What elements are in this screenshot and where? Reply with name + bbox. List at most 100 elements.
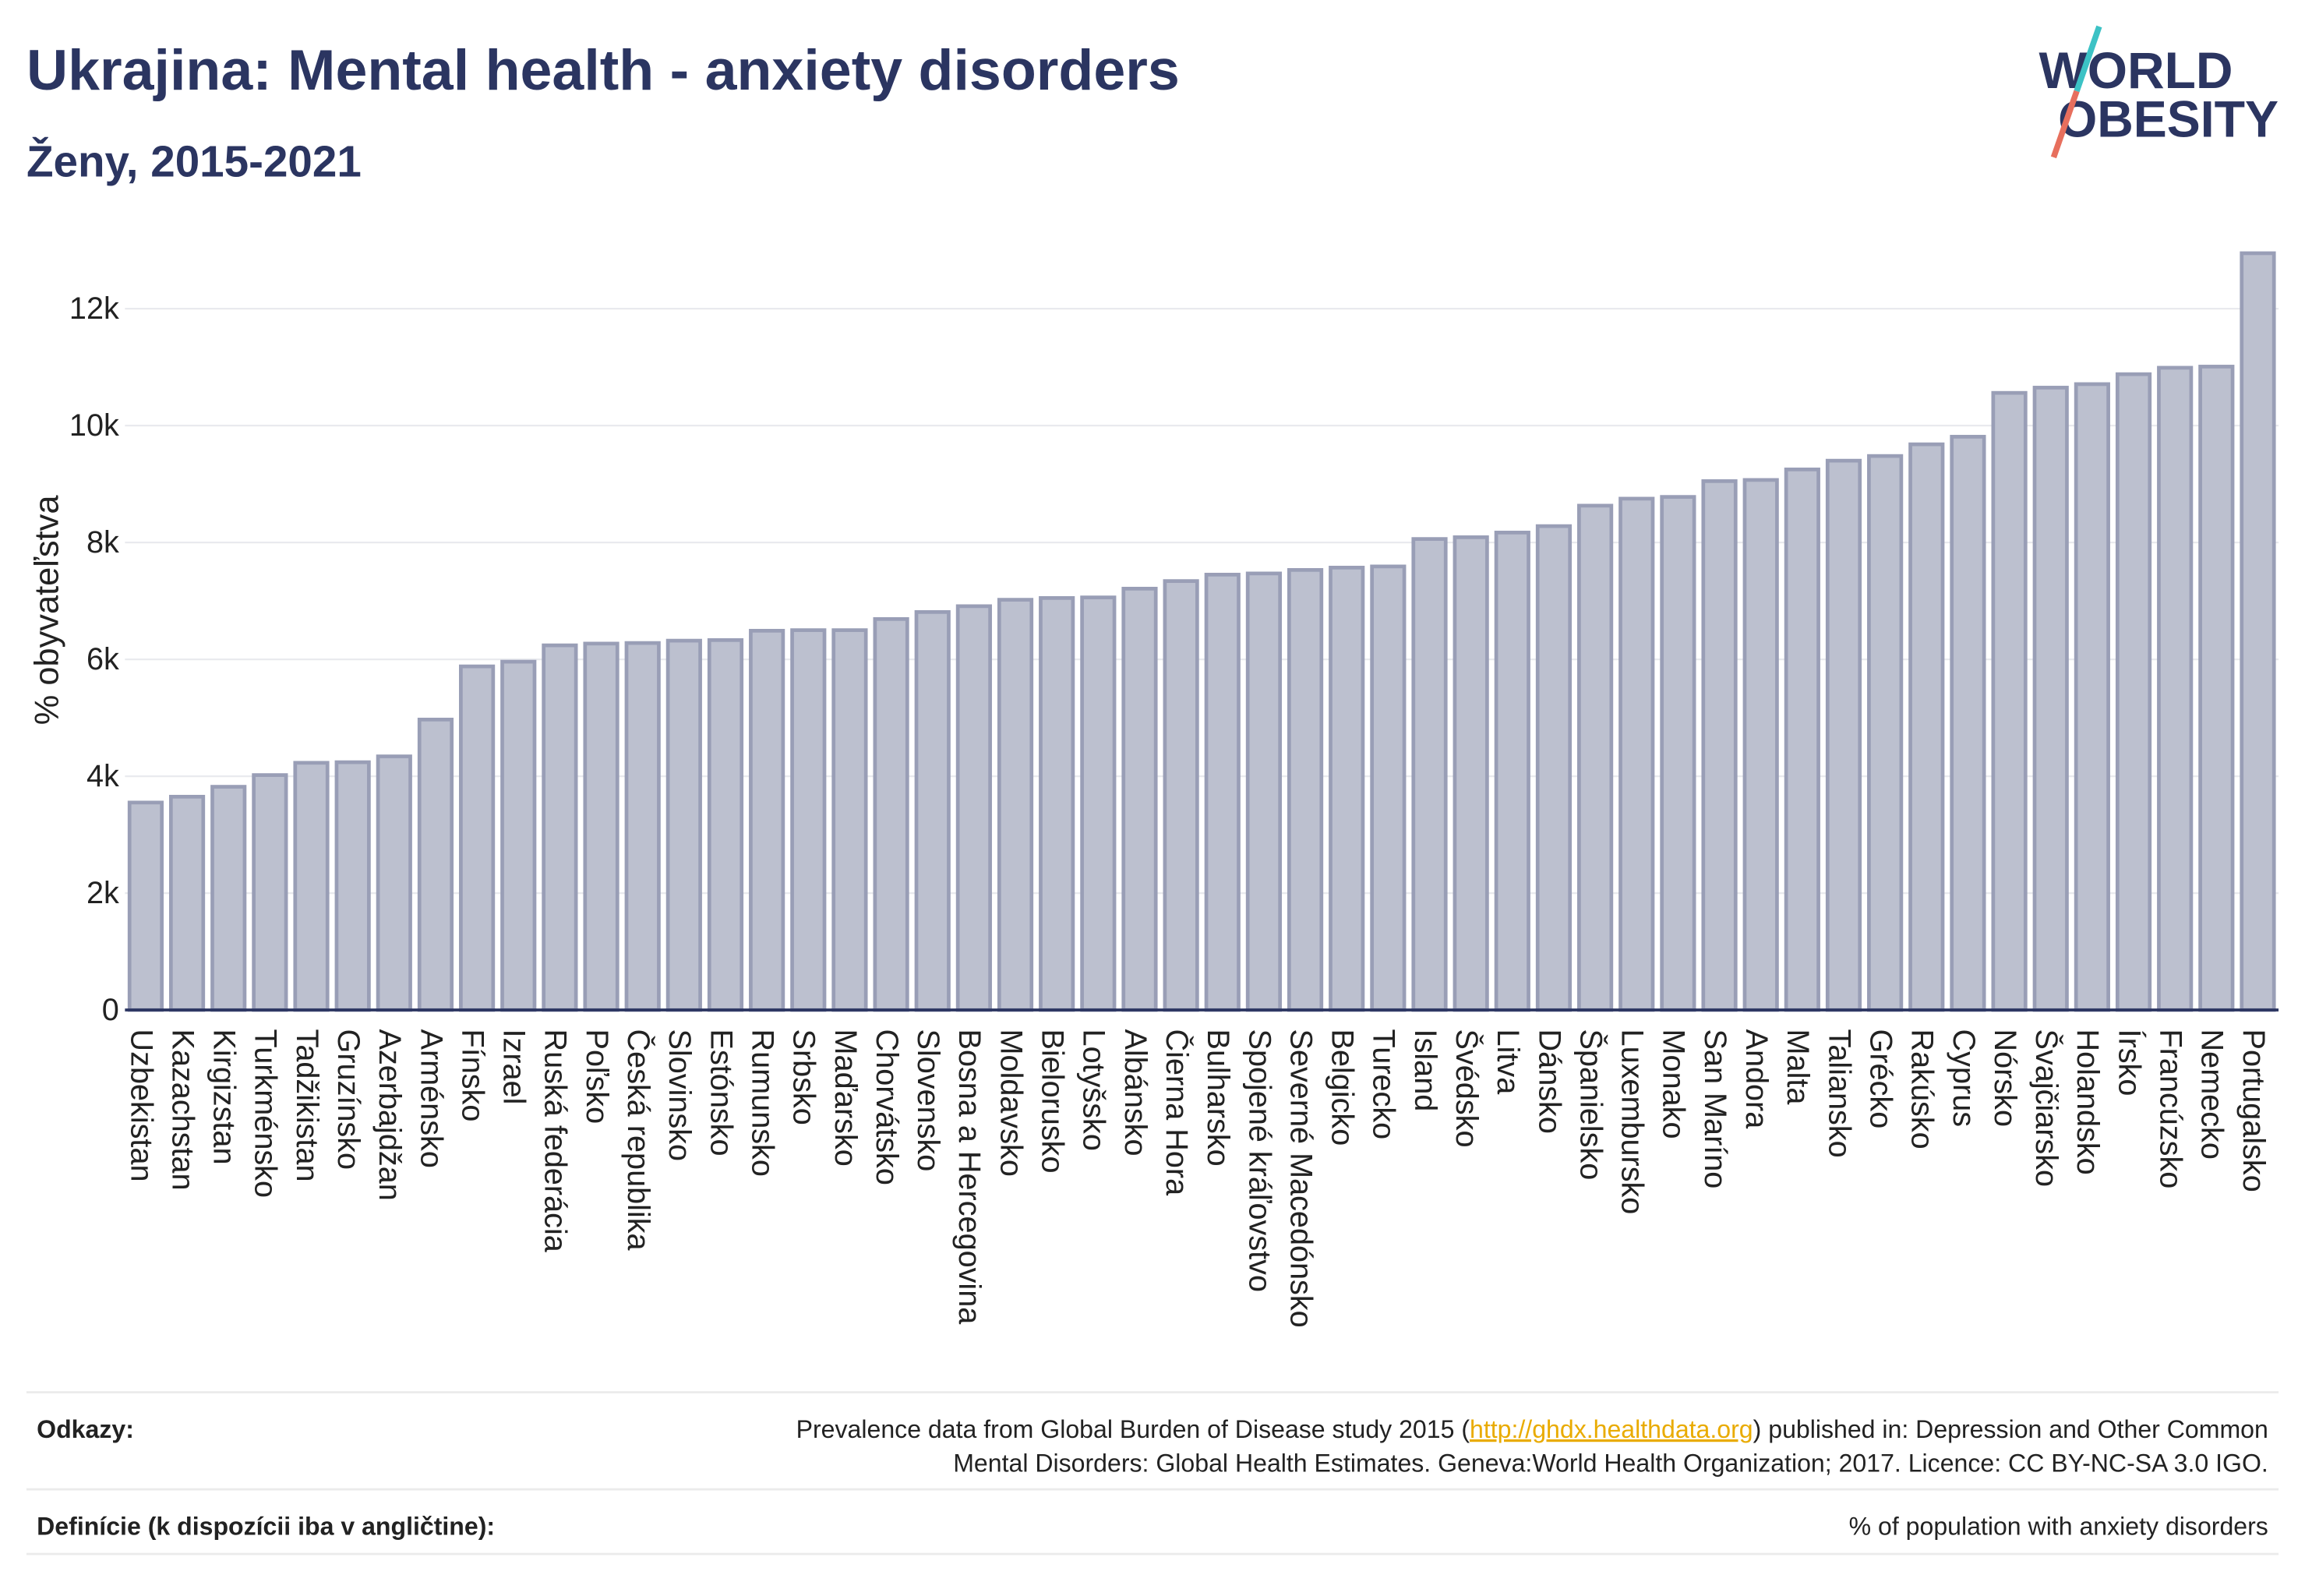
chart-bar [914, 610, 951, 1012]
y-axis-title: % obyvateľstva [28, 495, 65, 726]
chart-bar [1453, 535, 1489, 1012]
chart-bar [831, 628, 868, 1012]
chart-bar [790, 628, 827, 1012]
chart-bar [376, 754, 412, 1012]
chart-bar [707, 637, 744, 1012]
x-tick-label: Izrael [497, 1029, 531, 1105]
chart-bar [873, 617, 909, 1012]
x-tick-label: Dánsko [1532, 1029, 1566, 1134]
x-tick-label: Slovinsko [662, 1029, 697, 1162]
chart-bar [459, 664, 496, 1012]
chart-bar [1411, 537, 1448, 1012]
chart-bar [749, 628, 785, 1012]
x-tick-label: Malta [1781, 1029, 1815, 1106]
x-tick-label: Turecko [1367, 1029, 1401, 1140]
chart-bar [168, 794, 206, 1012]
chart-subtitle: Ženy, 2015-2021 [26, 136, 362, 185]
logo-slash-top [2074, 25, 2102, 93]
x-tick-label: Holandsko [2070, 1029, 2105, 1175]
chart-bar [1245, 571, 1283, 1012]
chart-bar [2032, 386, 2069, 1012]
chart-bar [542, 643, 578, 1012]
x-tick-label: Portugalsko [2236, 1029, 2271, 1192]
x-tick-label: Srbsko [787, 1029, 821, 1125]
y-tick-label: 8k [86, 525, 119, 560]
chart-bar [1494, 531, 1530, 1012]
chart-bar [665, 638, 702, 1012]
chart-bar [1660, 495, 1696, 1012]
chart-bar [293, 761, 330, 1012]
x-tick-label: Albánsko [1118, 1029, 1152, 1156]
definitions-label: Definície (k dispozícii iba v angličtine… [37, 1513, 495, 1541]
x-tick-label: Kirgizstan [207, 1029, 242, 1165]
y-axis-ticks: 0 2k 4k 6k 8k 10k 12k [69, 291, 119, 1027]
y-tick-label: 6k [86, 642, 119, 676]
x-tick-label: Litva [1491, 1029, 1525, 1096]
y-tick-label: 4k [86, 759, 119, 793]
references-link[interactable]: http://ghdx.healthdata.org [1470, 1415, 1753, 1443]
chart-bar [1163, 579, 1199, 1012]
x-tick-label: Čierna Hora [1160, 1029, 1194, 1197]
chart-bar [2074, 382, 2110, 1012]
x-tick-label: Švajčiarsko [2029, 1029, 2063, 1188]
y-tick-label: 12k [69, 291, 119, 326]
x-tick-label: Belgicko [1325, 1029, 1360, 1146]
x-tick-label: Poľsko [580, 1029, 614, 1125]
chart-bar [1701, 479, 1738, 1012]
x-tick-label: Arménsko [414, 1029, 448, 1168]
chart-bar [1825, 458, 1862, 1012]
x-tick-label: Monako [1657, 1029, 1691, 1139]
x-tick-label: Nemecko [2195, 1029, 2229, 1160]
x-tick-label: Bulharsko [1201, 1029, 1235, 1167]
x-tick-label: Grécko [1863, 1029, 1897, 1129]
bars [127, 251, 2276, 1012]
x-tick-label: Luxembursko [1615, 1029, 1650, 1215]
chart-bar [1991, 390, 2028, 1012]
logo-word-world: WORLD [2039, 41, 2233, 99]
chart-bar [624, 641, 661, 1012]
x-tick-label: Slovensko [911, 1029, 945, 1172]
x-tick-label: Spojené kráľovstvo [1242, 1029, 1276, 1292]
chart-bar [210, 785, 247, 1012]
y-tick-label: 0 [102, 993, 119, 1027]
chart-bar [2157, 365, 2194, 1012]
chart-bar [1370, 564, 1407, 1012]
chart-bar [1121, 587, 1158, 1012]
chart-bar [1080, 595, 1117, 1012]
x-tick-label: Estónsko [704, 1029, 738, 1156]
x-tick-label: Moldavsko [994, 1029, 1028, 1177]
x-tick-label: Bosna a Hercegovina [952, 1029, 987, 1326]
logo-word-obesity: OBESITY [2058, 90, 2279, 147]
x-tick-label: Taliansko [1822, 1029, 1856, 1158]
x-tick-label: Uzbekistan [124, 1029, 158, 1182]
footer: Odkazy: Prevalence data from Global Burd… [26, 1391, 2279, 1555]
chart-bar [2240, 251, 2276, 1012]
chart-bar [955, 604, 992, 1012]
references-text-line1: Prevalence data from Global Burden of Di… [796, 1415, 2268, 1443]
logo-slash-bottom [2050, 90, 2080, 159]
chart-bar [1742, 478, 1779, 1012]
chart-bar [1908, 442, 1945, 1012]
x-tick-label: Tadžikistan [290, 1029, 324, 1182]
y-tick-label: 2k [86, 876, 119, 910]
chart-bar [1329, 566, 1365, 1012]
x-axis-ticks: Uzbekistan Kazachstan Kirgizstan Turkménsko… [124, 1029, 2271, 1328]
chart-bar [1039, 596, 1075, 1012]
chart-bar [1287, 568, 1324, 1012]
chart-bar [1618, 496, 1655, 1012]
definitions-text: % of population with anxiety disorders [1849, 1513, 2268, 1541]
chart-bar [1867, 454, 1904, 1012]
references-label: Odkazy: [37, 1415, 134, 1443]
x-tick-label: Bielorusko [1036, 1029, 1070, 1174]
chart-bar [252, 773, 288, 1012]
x-tick-label: Severné Macedónsko [1283, 1029, 1318, 1328]
chart-bar [2198, 365, 2235, 1012]
references-link-text[interactable]: http://ghdx.healthdata.org [1470, 1415, 1753, 1443]
x-tick-label: Maďarsko [828, 1029, 863, 1167]
x-tick-label: Gruzínsko [331, 1029, 365, 1171]
chart-bar [500, 659, 537, 1012]
references-text-after: ) published in: Depression and Other Com… [1753, 1415, 2268, 1443]
chart-title: Ukrajina: Mental health - anxiety disord… [26, 37, 1180, 102]
chart-bar [1577, 503, 1614, 1012]
